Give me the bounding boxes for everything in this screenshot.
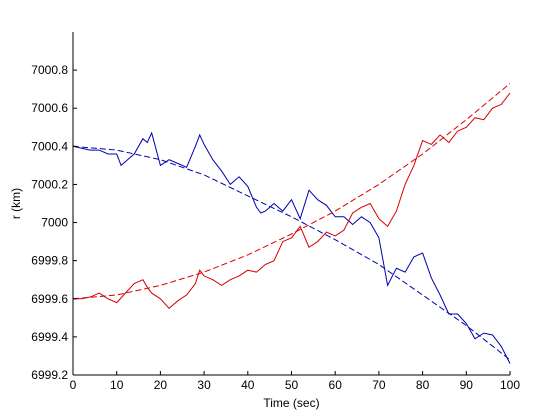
y-tick-label: 7000.8	[31, 63, 68, 77]
x-tick-label: 10	[110, 378, 124, 392]
x-tick-label: 40	[241, 378, 255, 392]
ticks-layer: 0 10 20 30 40 50 60 70 80 90 100 6999.2 6999.4 6999.6…	[31, 63, 520, 392]
x-tick-label: 20	[154, 378, 168, 392]
x-tick-label: 70	[372, 378, 386, 392]
series-line-4	[72, 83, 511, 300]
x-tick-label: 60	[329, 378, 343, 392]
y-tick-label: 6999.2	[31, 368, 68, 382]
series-line-2	[73, 92, 511, 309]
x-axis-label: Time (sec)	[263, 396, 319, 410]
x-tick-label: 90	[460, 378, 474, 392]
y-tick-label: 6999.4	[31, 330, 68, 344]
y-tick-label: 7000	[41, 216, 68, 230]
series-line-3	[72, 145, 511, 361]
y-tick-label: 7000.2	[31, 177, 68, 191]
series-layer	[72, 83, 511, 364]
x-tick-label: 0	[70, 378, 77, 392]
y-tick-label: 6999.6	[31, 292, 68, 306]
x-tick-label: 30	[197, 378, 211, 392]
y-tick-label: 7000.6	[31, 101, 68, 115]
x-tick-label: 80	[416, 378, 430, 392]
series-line-1	[72, 131, 511, 364]
y-tick-label: 6999.8	[31, 254, 68, 268]
y-tick-label: 7000.4	[31, 139, 68, 153]
x-tick-label: 50	[285, 378, 299, 392]
x-tick-label: 100	[500, 378, 520, 392]
y-axis-label: r (km)	[9, 188, 23, 219]
